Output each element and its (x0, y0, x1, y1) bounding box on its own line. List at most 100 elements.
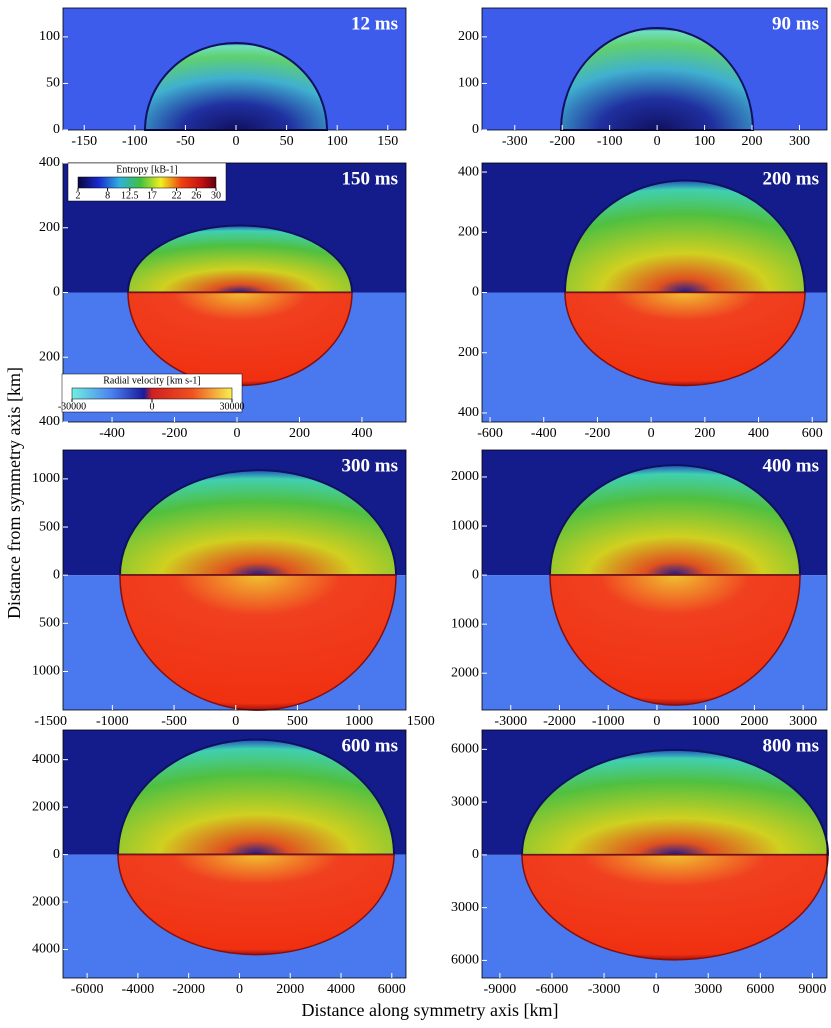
x-tick-label: 3000 (789, 714, 817, 729)
x-tick-label: 600 (802, 426, 823, 441)
x-tick-label: -100 (597, 134, 623, 149)
panel-title: 400 ms (763, 455, 819, 476)
x-tick-label: -1500 (34, 714, 67, 729)
y-tick-label: 1000 (32, 664, 60, 679)
colorbar-tick-label: 22 (172, 190, 182, 201)
y-tick-label: 3000 (451, 900, 479, 915)
y-axis-label: Distance from symmetry axis [km] (4, 367, 24, 619)
colorbar (77, 176, 217, 189)
x-tick-label: -600 (477, 426, 503, 441)
simulation-bottom (521, 854, 829, 961)
y-tick-label: 1000 (451, 518, 479, 533)
colorbar-tick-label: 12.5 (121, 190, 139, 201)
panel-title: 150 ms (342, 168, 398, 189)
x-tick-label: 0 (654, 134, 661, 149)
panel-frame (62, 449, 407, 711)
y-tick-label: 200 (458, 29, 479, 44)
colorbar (71, 387, 233, 400)
colorbar-tick-label: -30000 (58, 401, 86, 412)
x-tick-label: -200 (585, 426, 611, 441)
simulation-top (559, 27, 755, 131)
panel-title: 90 ms (772, 13, 819, 34)
panel-title: 200 ms (763, 168, 819, 189)
x-tick-label: 0 (233, 426, 240, 441)
x-tick-label: -3000 (494, 714, 527, 729)
x-tick-label: -6000 (71, 982, 104, 997)
y-tick-label: 100 (458, 76, 479, 91)
x-tick-label: 0 (232, 714, 239, 729)
y-tick-label: 6000 (451, 742, 479, 757)
x-tick-label: -50 (176, 134, 195, 149)
simulation-top (520, 748, 830, 856)
x-tick-label: -150 (71, 134, 97, 149)
y-tick-label: 6000 (451, 953, 479, 968)
x-tick-label: 1500 (407, 714, 435, 729)
y-tick-label: 0 (472, 285, 479, 300)
x-tick-label: -4000 (122, 982, 155, 997)
panel-title: 12 ms (351, 13, 398, 34)
simulation-bottom (117, 853, 395, 956)
y-tick-label: 200 (458, 345, 479, 360)
x-tick-label: -2000 (172, 982, 205, 997)
panel-frame (481, 729, 828, 979)
y-tick-label: 0 (53, 847, 60, 862)
x-tick-label: 6000 (378, 982, 406, 997)
colorbar-tick-label: 2 (76, 190, 81, 201)
x-tick-label: -400 (531, 426, 557, 441)
y-tick-label: 100 (39, 29, 60, 44)
x-tick-label: -1000 (592, 714, 625, 729)
simulation-bottom (127, 291, 353, 387)
y-tick-label: 4000 (32, 942, 60, 957)
panel-title: 800 ms (763, 735, 819, 756)
simulation-top (118, 469, 398, 577)
x-tick-label: 100 (327, 134, 348, 149)
colorbar-tick-label: 0 (150, 401, 155, 412)
x-tick-label: -500 (161, 714, 187, 729)
x-tick-label: 9000 (798, 982, 826, 997)
x-tick-label: 0 (653, 982, 660, 997)
y-tick-label: 400 (39, 414, 60, 429)
x-tick-label: 400 (748, 426, 769, 441)
y-tick-label: 0 (472, 122, 479, 137)
simulation-top (563, 179, 807, 294)
x-tick-label: 100 (694, 134, 715, 149)
simulation-top (143, 42, 329, 131)
y-tick-label: 2000 (451, 469, 479, 484)
y-tick-label: 1000 (451, 616, 479, 631)
x-tick-label: 200 (742, 134, 763, 149)
x-tick-label: -100 (122, 134, 148, 149)
y-tick-label: 0 (53, 567, 60, 582)
x-tick-label: -3000 (588, 982, 621, 997)
x-axis-label: Distance along symmetry axis [km] (302, 1000, 559, 1020)
simulation-bottom (549, 574, 801, 706)
panel-title: 600 ms (342, 735, 398, 756)
x-tick-label: 1000 (345, 714, 373, 729)
panel-frame (481, 449, 828, 711)
y-tick-label: 2000 (32, 799, 60, 814)
x-tick-label: -9000 (484, 982, 517, 997)
x-tick-label: 0 (236, 982, 243, 997)
panel-frame (481, 7, 828, 131)
x-tick-label: -1000 (96, 714, 129, 729)
x-tick-label: 3000 (694, 982, 722, 997)
y-tick-label: 200 (39, 220, 60, 235)
x-tick-label: 400 (351, 426, 372, 441)
x-tick-label: 0 (648, 426, 655, 441)
x-tick-label: -6000 (536, 982, 569, 997)
y-tick-label: 400 (39, 155, 60, 170)
x-tick-label: 50 (280, 134, 294, 149)
y-tick-label: 400 (458, 164, 479, 179)
y-tick-label: 0 (472, 567, 479, 582)
y-tick-label: 200 (39, 349, 60, 364)
y-tick-label: 1000 (32, 471, 60, 486)
y-tick-label: 200 (458, 224, 479, 239)
y-tick-label: 0 (53, 285, 60, 300)
x-tick-label: -200 (162, 426, 188, 441)
y-tick-label: 500 (39, 616, 60, 631)
x-tick-label: -300 (502, 134, 528, 149)
simulation-bottom (564, 291, 806, 387)
colorbar-tick-label: 26 (191, 190, 201, 201)
y-tick-label: 50 (46, 76, 60, 91)
colorbar-tick-label: 17 (147, 190, 157, 201)
x-tick-label: 200 (694, 426, 715, 441)
